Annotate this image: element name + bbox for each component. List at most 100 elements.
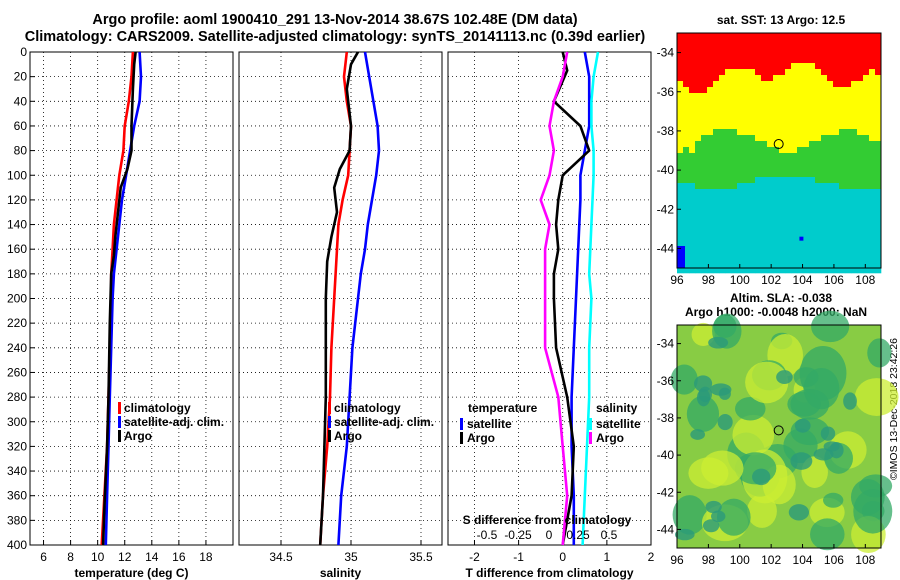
sst-land-cell — [799, 236, 804, 241]
altimetry-eddy — [708, 336, 729, 349]
sst-cell — [815, 165, 822, 172]
sst-cell — [779, 33, 786, 40]
sst-cell — [731, 183, 738, 190]
sst-cell — [707, 39, 714, 46]
sst-cell — [749, 141, 756, 148]
sst-cell — [683, 135, 690, 142]
sst-cell — [677, 39, 684, 46]
sst-cell — [857, 123, 864, 130]
sst-cell — [845, 129, 852, 136]
sst-cell — [743, 261, 750, 268]
sst-cell — [791, 189, 798, 196]
sst-cell — [869, 207, 876, 214]
sst-cell — [839, 243, 846, 250]
sst-cell — [821, 189, 828, 196]
sst-cell — [851, 135, 858, 142]
sst-cell — [713, 69, 720, 76]
sst-cell — [755, 195, 762, 202]
sst-cell — [701, 261, 708, 268]
sst-cell — [815, 123, 822, 130]
sst-cell — [851, 75, 858, 82]
sst-cell — [767, 237, 774, 244]
sst-cell — [809, 237, 816, 244]
sst-cell — [707, 237, 714, 244]
sst-cell — [773, 165, 780, 172]
sst-cell — [845, 51, 852, 58]
sst-cell — [755, 93, 762, 100]
altimetry-eddy — [711, 510, 726, 523]
sst-cell — [851, 237, 858, 244]
sst-cell — [737, 201, 744, 208]
sst-cell — [689, 111, 696, 118]
sst-cell — [725, 183, 732, 190]
sst-cell — [815, 99, 822, 106]
sst-cell — [779, 219, 786, 226]
sst-cell — [869, 135, 876, 142]
sst-cell — [725, 111, 732, 118]
sst-cell — [749, 93, 756, 100]
sst-cell — [731, 135, 738, 142]
sst-cell — [677, 135, 684, 142]
sst-cell — [809, 33, 816, 40]
sst-cell — [725, 75, 732, 82]
sst-cell — [701, 159, 708, 166]
sst-cell — [719, 171, 726, 178]
temperature-xtick-label: 18 — [199, 550, 213, 564]
sst-cell — [689, 93, 696, 100]
sst-cell — [857, 183, 864, 190]
sst-cell — [731, 207, 738, 214]
sst-cell — [791, 129, 798, 136]
sst-cell — [683, 189, 690, 196]
sst-cell — [851, 243, 858, 250]
sst-cell — [863, 99, 870, 106]
sst-cell — [695, 255, 702, 262]
sst-cell — [869, 51, 876, 58]
sst-cell — [719, 177, 726, 184]
sst-cell — [809, 87, 816, 94]
sst-cell — [851, 183, 858, 190]
sst-cell — [839, 57, 846, 64]
altimetry-blob — [672, 495, 707, 535]
sst-cell — [827, 105, 834, 112]
sst-cell — [737, 57, 744, 64]
sst-cell — [749, 237, 756, 244]
sst-cell — [689, 87, 696, 94]
sst-cell — [731, 261, 738, 268]
sst-cell — [719, 69, 726, 76]
sst-cell — [845, 183, 852, 190]
sst-cell — [713, 63, 720, 70]
sst-cell — [761, 153, 768, 160]
sst-cell — [755, 183, 762, 190]
sst-cell — [839, 225, 846, 232]
sst-cell — [875, 51, 882, 58]
sst-cell — [845, 261, 852, 268]
diff-legend-sal-label: Argo — [596, 431, 624, 445]
sst-cell — [689, 261, 696, 268]
sst-cell — [815, 129, 822, 136]
sst-cell — [875, 75, 882, 82]
sst-cell — [749, 189, 756, 196]
sst-cell — [863, 153, 870, 160]
depth-tick-label: 180 — [7, 267, 27, 281]
sst-cell — [863, 75, 870, 82]
sst-cell — [695, 69, 702, 76]
sst-cell — [731, 189, 738, 196]
sst-cell — [701, 255, 708, 262]
sst-cell — [857, 231, 864, 238]
sst-cell — [791, 213, 798, 220]
sst-cell — [821, 267, 828, 274]
sst-cell — [875, 177, 882, 184]
sst-cell — [749, 213, 756, 220]
sst-cell — [731, 51, 738, 58]
sst-cell — [701, 105, 708, 112]
sst-cell — [863, 39, 870, 46]
sst-cell — [689, 33, 696, 40]
sst-cell — [725, 39, 732, 46]
sst-cell — [713, 129, 720, 136]
sst-cell — [719, 129, 726, 136]
sst-cell — [815, 57, 822, 64]
sst-cell — [797, 141, 804, 148]
sst-cell — [851, 189, 858, 196]
sst-cell — [791, 135, 798, 142]
sst-cell — [791, 81, 798, 88]
